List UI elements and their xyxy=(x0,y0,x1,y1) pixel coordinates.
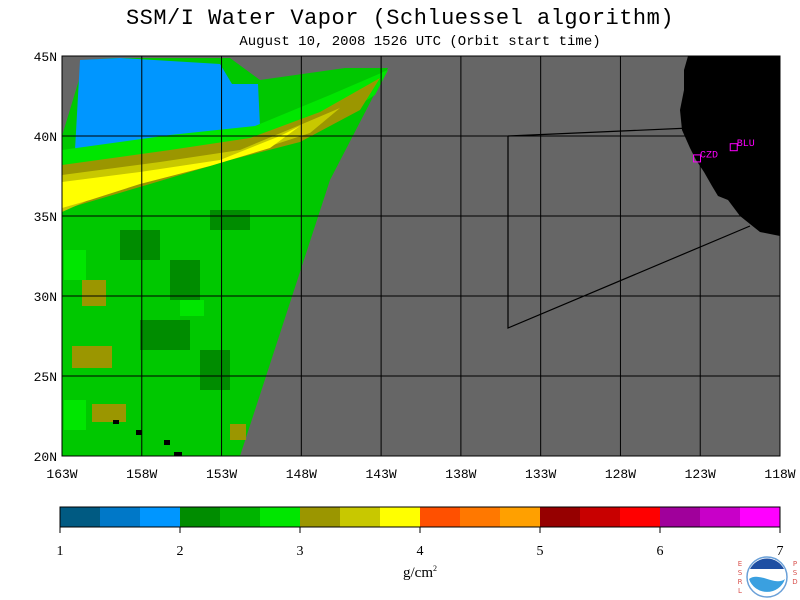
lon-label: 158W xyxy=(126,467,157,482)
colorbar-swatch xyxy=(300,507,340,527)
colorbar-swatch xyxy=(60,507,100,527)
plot-frame xyxy=(61,55,781,457)
lat-label: 40N xyxy=(34,130,57,145)
colorbar-tick-5: 5 xyxy=(536,544,544,559)
moist-band-core xyxy=(62,126,300,208)
moist-band-outer xyxy=(62,70,388,180)
colorbar-tick-7: 7 xyxy=(776,544,784,559)
axis-labels: 45N 40N 35N 30N 25N 20N 163W 158W 153W 148W 143W 13… xyxy=(34,50,796,482)
lon-label: 118W xyxy=(764,467,795,482)
lon-label: 138W xyxy=(445,467,476,482)
map-title: SSM/I Water Vapor (Schluessel algorithm) xyxy=(125,6,675,31)
colorbar-swatch xyxy=(420,507,460,527)
colorbar-swatch xyxy=(700,507,740,527)
station-label-blu: BLU xyxy=(737,139,755,150)
lon-label: 123W xyxy=(685,467,716,482)
colorbar-swatch xyxy=(660,507,700,527)
colorbar-swatch xyxy=(540,507,580,527)
lon-label: 148W xyxy=(286,467,317,482)
lat-label: 30N xyxy=(34,290,57,305)
dry-region xyxy=(75,58,260,150)
colorbar-swatch xyxy=(740,507,780,527)
lat-label: 45N xyxy=(34,50,57,65)
colorbar-swatch xyxy=(460,507,500,527)
lon-label: 143W xyxy=(366,467,397,482)
swath-light-patches xyxy=(64,250,204,430)
lon-label: 128W xyxy=(605,467,636,482)
station-marker-blu xyxy=(729,143,738,152)
swath-patches xyxy=(120,210,250,390)
colorbar-swatch xyxy=(580,507,620,527)
station-markers: CZD BLU xyxy=(693,139,755,163)
lon-label: 163W xyxy=(46,467,77,482)
lat-label: 25N xyxy=(34,370,57,385)
colorbar-swatch xyxy=(620,507,660,527)
colorbar-swatch xyxy=(180,507,220,527)
colorbar-swatch xyxy=(500,507,540,527)
colorbar-tick-3: 3 xyxy=(296,544,304,559)
colorbar xyxy=(59,506,781,533)
colorbar-tick-1: 1 xyxy=(56,544,64,559)
lon-label: 153W xyxy=(206,467,237,482)
flight-track xyxy=(507,136,751,329)
swath-olive-patches xyxy=(72,280,246,440)
colorbar-tick-4: 4 xyxy=(416,544,424,559)
colorbar-swatch xyxy=(140,507,180,527)
colorbar-units: g/cm2 xyxy=(403,564,437,581)
map-subtitle: August 10, 2008 1526 UTC (Orbit start ti… xyxy=(239,34,601,50)
hawaii-islands xyxy=(113,420,182,456)
station-marker-czd xyxy=(693,154,702,163)
station-label-czd: CZD xyxy=(700,150,718,161)
flight-track-top xyxy=(507,127,691,137)
moist-band-yellow xyxy=(62,108,340,212)
colorbar-swatch xyxy=(260,507,300,527)
lat-label: 20N xyxy=(34,450,57,465)
colorbar-tick-2: 2 xyxy=(176,544,184,559)
colorbar-swatch xyxy=(380,507,420,527)
lat-label: 35N xyxy=(34,210,57,225)
svg-text:NOAA: NOAA xyxy=(758,571,776,578)
colorbar-swatch xyxy=(340,507,380,527)
colorbar-swatch xyxy=(220,507,260,527)
lon-label: 133W xyxy=(525,467,556,482)
colorbar-swatch xyxy=(100,507,140,527)
noaa-logo: NOAA xyxy=(746,556,788,598)
colorbar-tick-6: 6 xyxy=(656,544,664,559)
lat-lon-grid xyxy=(62,56,780,456)
